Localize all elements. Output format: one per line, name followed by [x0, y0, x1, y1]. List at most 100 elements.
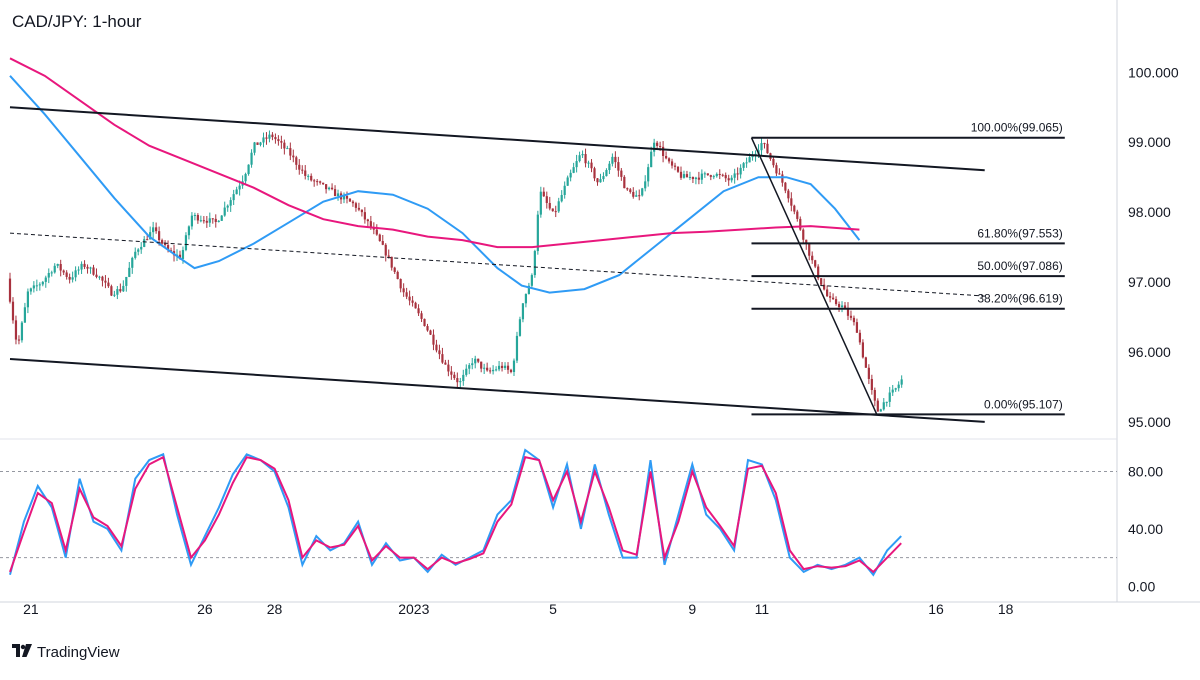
- candle-body: [20, 322, 24, 341]
- brand[interactable]: TradingView: [12, 644, 120, 661]
- candle-body: [262, 137, 265, 143]
- candle-body: [730, 177, 733, 181]
- candle-body: [694, 177, 697, 180]
- candle-body: [727, 178, 730, 181]
- candle-body: [712, 176, 715, 178]
- candle-body: [450, 371, 453, 375]
- candle-body: [566, 177, 569, 186]
- candle-body: [670, 161, 674, 166]
- stochastic-line: [9, 448, 902, 577]
- oscillator-tick-label: 40.00: [1128, 521, 1163, 537]
- candle-body: [766, 143, 769, 154]
- candle-body: [149, 232, 152, 240]
- candle-body: [447, 364, 450, 372]
- candle-body: [772, 158, 775, 166]
- candle-body: [814, 260, 817, 267]
- candle-body: [456, 378, 459, 383]
- candle-body: [736, 173, 739, 175]
- candle-body: [459, 381, 462, 383]
- candle-body: [259, 142, 262, 145]
- candle-body: [852, 317, 856, 323]
- candle-body: [572, 167, 575, 173]
- time-tick-label: 18: [998, 601, 1014, 617]
- candle-body: [125, 276, 128, 286]
- candle-body: [739, 167, 742, 175]
- candle-body: [399, 279, 402, 289]
- candle-body: [840, 305, 844, 308]
- candle-body: [518, 319, 522, 336]
- candle-body: [53, 265, 56, 273]
- candle-body: [515, 335, 519, 361]
- candle-body: [524, 293, 528, 304]
- candle-body: [584, 154, 587, 164]
- candle-body: [366, 219, 369, 222]
- candle-body: [900, 379, 903, 385]
- candle-body: [190, 215, 194, 227]
- candle-body: [325, 184, 328, 190]
- candle-body: [486, 367, 489, 371]
- candle-body: [438, 350, 441, 355]
- brand-name: TradingView: [37, 644, 120, 661]
- candle-body: [551, 208, 554, 212]
- time-tick-label: 9: [688, 601, 696, 617]
- candle-body: [116, 289, 119, 295]
- candle-body: [593, 168, 596, 179]
- moving-average-line: [9, 75, 861, 294]
- candle-body: [277, 139, 280, 142]
- candle-body: [894, 388, 897, 390]
- candle-body: [885, 401, 888, 403]
- candle-body: [35, 285, 38, 287]
- candle-body: [140, 246, 143, 250]
- candle-body: [811, 255, 814, 261]
- candle-body: [375, 229, 378, 235]
- candle-body: [163, 243, 167, 246]
- candle-body: [873, 390, 876, 401]
- candle-body: [181, 250, 185, 259]
- candle-body: [468, 365, 471, 369]
- time-tick-label: 28: [267, 601, 283, 617]
- price-tick-label: 97.000: [1128, 274, 1171, 290]
- candle-body: [512, 360, 516, 373]
- candle-body: [420, 313, 423, 319]
- candle-body: [62, 270, 65, 273]
- candle-body: [14, 320, 18, 340]
- candle-body: [74, 270, 77, 278]
- candle-body: [345, 195, 349, 199]
- candle-body: [411, 300, 414, 303]
- candle-body: [867, 367, 870, 379]
- candle-body: [226, 205, 229, 208]
- candle-body: [742, 163, 745, 168]
- candle-body: [232, 194, 235, 201]
- candle-body: [238, 185, 241, 190]
- candle-body: [295, 157, 298, 165]
- candle-body: [644, 181, 647, 189]
- candle-body: [882, 402, 885, 410]
- candle-body: [71, 277, 74, 280]
- candle-body: [393, 267, 396, 272]
- moving-average-line: [9, 57, 860, 249]
- candle-body: [122, 285, 125, 292]
- candle-body: [521, 303, 525, 320]
- candle-body: [560, 194, 563, 202]
- tradingview-logo-icon: [12, 644, 32, 661]
- channel-line-mid: [9, 232, 985, 297]
- candle-body: [137, 249, 140, 252]
- candle-body: [700, 173, 703, 180]
- candle-body: [799, 218, 802, 230]
- candle-body: [119, 289, 122, 292]
- candle-body: [322, 182, 325, 185]
- candle-body: [369, 221, 372, 228]
- candle-body: [787, 190, 790, 199]
- candle-body: [837, 304, 841, 308]
- candle-body: [336, 193, 340, 197]
- candle-body: [548, 202, 551, 209]
- candle-body: [208, 218, 211, 223]
- candle-body: [575, 161, 578, 168]
- candle-body: [483, 367, 486, 369]
- candle-body: [617, 162, 620, 171]
- candle-body: [870, 378, 873, 391]
- candle-body: [843, 305, 847, 309]
- candle-body: [417, 308, 420, 314]
